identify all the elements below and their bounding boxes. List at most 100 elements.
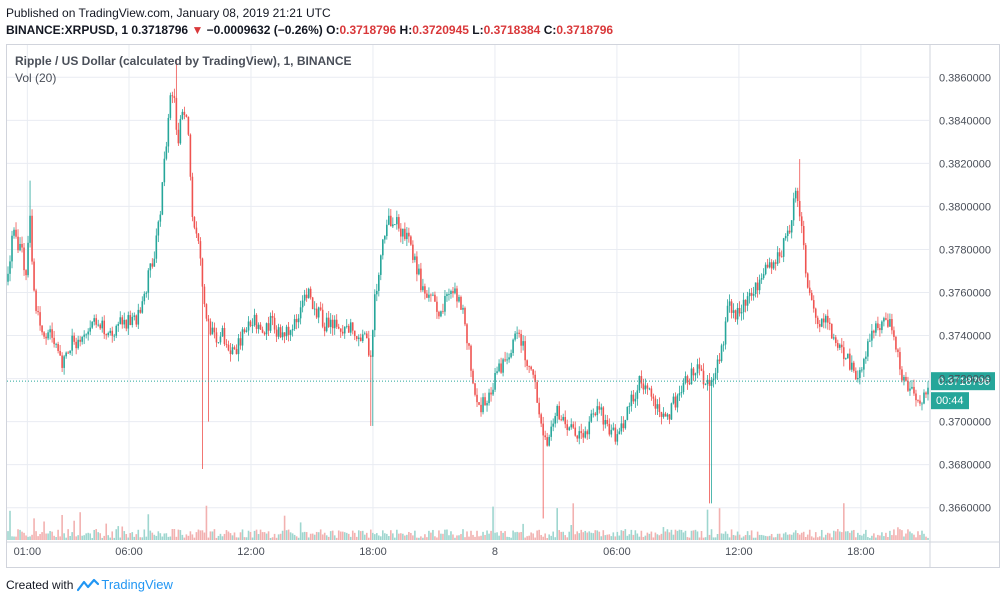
candle-body — [442, 311, 444, 313]
volume-bar — [394, 537, 396, 540]
candle-body — [13, 229, 15, 236]
candle-body — [111, 330, 114, 336]
candle-body — [129, 315, 132, 325]
volume-bar — [670, 529, 673, 540]
candle-body — [700, 368, 703, 371]
volume-bars — [7, 503, 929, 540]
close-value: 0.3718796 — [556, 23, 614, 37]
volume-bar — [123, 531, 126, 540]
candle-body — [376, 290, 378, 295]
volume-bar — [400, 533, 402, 540]
candle-body — [103, 320, 106, 335]
volume-bar — [151, 532, 154, 540]
volume-bar — [859, 534, 861, 540]
volume-bar — [103, 535, 106, 540]
candle-body — [756, 282, 759, 291]
volume-bar — [626, 535, 629, 540]
candle-body — [909, 388, 911, 391]
volume-bar — [388, 536, 390, 540]
volume-bar — [790, 534, 793, 540]
volume-bar — [267, 531, 270, 540]
volume-bar — [319, 529, 322, 540]
volume-bar — [822, 537, 825, 540]
volume-bar — [371, 532, 374, 540]
candle-body — [496, 371, 498, 374]
candle-body — [408, 232, 410, 237]
volume-bar — [283, 515, 286, 540]
candle-body — [165, 146, 168, 159]
volume-bar — [380, 536, 382, 540]
candle-body — [235, 349, 238, 355]
candle-body — [794, 190, 797, 199]
candle-body — [277, 327, 280, 337]
candle-body — [343, 326, 346, 334]
volume-bar — [684, 530, 687, 540]
volume-bar — [919, 534, 921, 540]
candle-body — [913, 386, 915, 394]
candle-body — [618, 431, 621, 435]
candle-body — [133, 315, 136, 317]
price-tick-label: 0.3840000 — [939, 115, 991, 127]
volume-bar — [883, 536, 885, 540]
volume-bar — [632, 534, 635, 540]
volume-bar — [550, 535, 552, 540]
candle-body — [345, 325, 348, 327]
candle-body — [486, 403, 488, 406]
candle-body — [640, 376, 643, 384]
volume-bar — [189, 531, 192, 540]
candle-body — [273, 317, 276, 330]
candle-body — [201, 258, 204, 287]
volume-bar — [65, 537, 67, 540]
candle-body — [259, 324, 262, 330]
candle-body — [448, 293, 450, 295]
volume-bar — [89, 533, 91, 540]
volume-bar — [640, 530, 643, 540]
candle-body — [109, 330, 112, 334]
candle-body — [682, 382, 685, 393]
candle-body — [69, 350, 71, 354]
candle-body — [289, 330, 292, 335]
volume-bar — [225, 530, 228, 540]
last-price-line: 0.3718796 00:44 — [7, 372, 995, 410]
volume-bar — [101, 537, 104, 540]
volume-bar — [145, 536, 148, 540]
candle-body — [241, 329, 244, 346]
volume-bar — [167, 536, 170, 540]
volume-bar — [376, 533, 378, 540]
volume-bar — [17, 529, 19, 540]
volume-bar — [863, 533, 865, 540]
volume-bar — [584, 530, 587, 540]
volume-bar — [61, 514, 63, 540]
candle-body — [740, 312, 743, 314]
candle-body — [149, 263, 152, 271]
price-tick-label: 0.3680000 — [939, 460, 991, 472]
volume-bar — [628, 534, 631, 540]
tradingview-brand[interactable]: TradingView — [101, 577, 173, 592]
candle-body — [380, 255, 382, 275]
candle-body — [301, 300, 304, 308]
volume-bar — [131, 532, 134, 540]
candle-body — [378, 274, 380, 291]
candle-body — [824, 315, 827, 323]
candle-body — [714, 372, 717, 379]
series-title: Ripple / US Dollar (calculated by Tradin… — [15, 54, 352, 68]
candle-body — [335, 319, 338, 327]
candle-body — [925, 392, 927, 395]
candle-body — [430, 294, 432, 296]
volume-bar — [382, 530, 384, 540]
candle-body — [287, 326, 290, 335]
volume-bar — [293, 534, 296, 540]
candle-body — [750, 292, 753, 296]
volume-bar — [428, 530, 430, 540]
volume-bar — [853, 529, 855, 540]
candle-body — [205, 304, 208, 319]
price-tick-label: 0.3760000 — [939, 288, 991, 300]
volume-bar — [927, 537, 929, 540]
time-tick-label: 06:00 — [603, 546, 631, 558]
volume-bar — [9, 510, 11, 540]
candle-body — [802, 225, 805, 246]
candle-body — [470, 345, 472, 371]
volume-bar — [897, 527, 899, 540]
volume-bar — [564, 535, 567, 540]
